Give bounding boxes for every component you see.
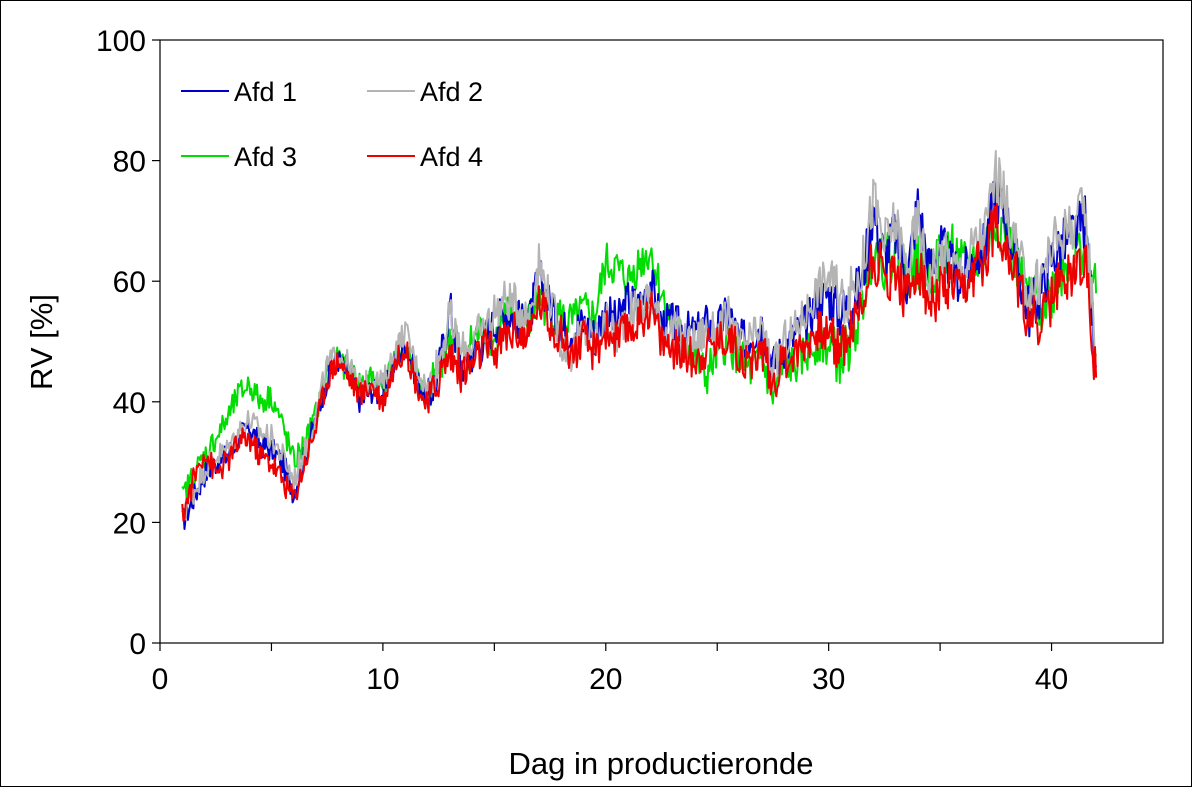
y-tick-label: 100 [96, 25, 146, 58]
x-tick-label: 20 [589, 663, 622, 696]
series-line-afd-3 [181, 216, 1098, 502]
plot-border [159, 39, 1164, 644]
y-axis-label: RV [%] [24, 294, 59, 390]
x-tick-label: 40 [1035, 663, 1068, 696]
series-line-afd-1 [181, 180, 1098, 530]
legend-label: Afd 2 [420, 77, 483, 107]
series-line-afd-2 [181, 150, 1098, 521]
y-tick-label: 80 [113, 146, 146, 179]
legend-label: Afd 3 [234, 142, 297, 172]
legend-label: Afd 4 [420, 142, 483, 172]
x-tick-label: 10 [366, 663, 399, 696]
y-tick-label: 40 [113, 387, 146, 420]
y-tick-label: 60 [113, 266, 146, 299]
y-tick-label: 20 [113, 507, 146, 540]
x-axis-label: Dag in productieronde [508, 746, 813, 781]
series-layer [181, 150, 1098, 530]
series-line-afd-4 [181, 203, 1098, 522]
y-tick-label: 0 [129, 628, 146, 661]
plot-area [159, 39, 1164, 644]
x-tick-label: 30 [812, 663, 845, 696]
x-tick-label: 0 [152, 663, 169, 696]
axis-ticks: 0 20 40 60 80 100 0 10 20 30 40 [96, 25, 1068, 696]
legend: Afd 1 Afd 2 Afd 3 Afd 4 [181, 77, 483, 172]
legend-label: Afd 1 [234, 77, 297, 107]
